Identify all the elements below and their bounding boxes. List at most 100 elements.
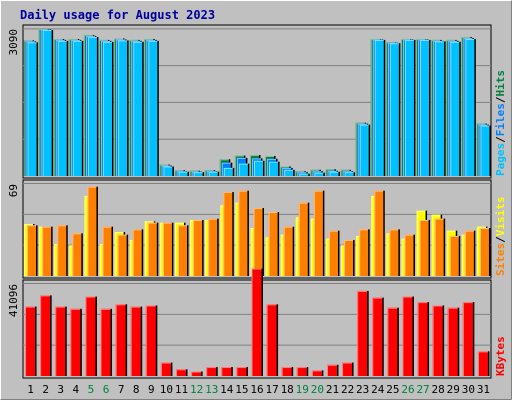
bar-sites-day-3-fill	[57, 225, 68, 276]
x-tick-label-17: 17	[265, 383, 278, 396]
bar-pages-day-29-fill	[450, 41, 461, 176]
bar-pages-day-21-fill	[329, 171, 340, 176]
bar-pages-day-4	[72, 40, 84, 176]
bar-pages-day-19-fill	[299, 173, 310, 176]
bar-sites-day-11	[178, 225, 189, 276]
bar-sites-day-31-fill	[479, 228, 490, 276]
bar-kbytes-day-10-shadow	[170, 362, 173, 376]
bar-pages-day-9-shadow	[157, 40, 159, 176]
bar-sites-day-12-fill	[193, 220, 204, 276]
bar-sites-day-25	[389, 229, 400, 276]
bar-pages-day-12-shadow	[202, 172, 205, 176]
bar-pages-day-26-shadow	[413, 39, 416, 177]
bar-sites-day-18-fill	[283, 226, 294, 276]
bar-pages-day-18-fill	[284, 169, 295, 176]
bar-pages-day-1-shadow	[36, 42, 39, 176]
bar-pages-day-9	[148, 40, 159, 176]
bar-pages-day-7-fill	[118, 40, 129, 176]
x-tick-label-24: 24	[371, 383, 385, 396]
bar-pages-day-27-fill	[420, 39, 431, 177]
bar-pages-day-23-fill	[359, 124, 370, 176]
x-tick-label-27: 27	[416, 383, 429, 396]
bar-kbytes-day-20-shadow	[321, 370, 324, 376]
bar-pages-day-26-fill	[404, 39, 415, 177]
x-tick-label-28: 28	[432, 383, 445, 396]
bar-pages-day-22-shadow	[353, 172, 356, 176]
bar-sites-day-5-shadow	[96, 186, 98, 276]
bar-kbytes-day-24-fill	[372, 297, 384, 376]
legend-entry: /	[494, 136, 507, 143]
bar-kbytes-day-6-shadow	[110, 308, 113, 376]
bar-kbytes-day-19-shadow	[306, 367, 309, 376]
bar-pages-day-11	[178, 171, 190, 176]
panel-3-legend: KBytes	[494, 336, 507, 376]
bar-sites-day-29-shadow	[458, 236, 461, 276]
bar-kbytes-day-16-shadow	[261, 268, 263, 376]
bar-sites-day-3-shadow	[66, 225, 68, 276]
bar-sites-day-7-shadow	[126, 234, 129, 276]
bar-kbytes-day-16-fill	[251, 268, 263, 376]
bar-sites-day-23-fill	[359, 229, 370, 276]
chart-title: Daily usage for August 2023	[20, 8, 215, 22]
bar-pages-day-19	[299, 173, 310, 176]
bar-pages-day-15-fill	[238, 163, 249, 176]
bar-sites-day-16-fill	[253, 208, 264, 276]
x-tick-label-8: 8	[133, 383, 140, 396]
bar-sites-day-9-shadow	[156, 222, 159, 276]
bar-sites-day-29	[449, 236, 461, 276]
bar-sites-day-21-shadow	[337, 230, 340, 276]
bar-kbytes-day-15-fill	[236, 367, 248, 376]
bar-pages-day-8	[133, 41, 144, 176]
bar-kbytes-day-30-shadow	[472, 302, 475, 376]
bar-pages-day-27	[420, 39, 431, 177]
bar-kbytes-day-29-fill	[447, 307, 459, 376]
bar-pages-day-26	[404, 39, 416, 177]
bar-pages-day-28	[435, 41, 446, 177]
bar-sites-day-6-shadow	[111, 226, 114, 276]
bar-sites-day-28-fill	[434, 218, 445, 276]
bar-sites-day-22-fill	[344, 240, 355, 276]
bar-pages-day-2-shadow	[51, 29, 54, 176]
x-tick-label-12: 12	[190, 383, 203, 396]
bar-pages-day-6-shadow	[112, 41, 114, 176]
bar-sites-day-9	[147, 222, 159, 276]
bar-pages-day-18	[284, 169, 295, 176]
bar-sites-day-24-shadow	[383, 190, 385, 276]
bar-sites-day-28-shadow	[443, 218, 446, 276]
bar-sites-day-8-shadow	[141, 229, 144, 276]
bar-sites-day-30-fill	[464, 230, 475, 276]
bar-pages-day-30-fill	[465, 38, 476, 176]
bar-pages-day-30-shadow	[474, 38, 476, 176]
x-tick-label-7: 7	[118, 383, 125, 396]
bar-sites-day-14	[223, 192, 234, 276]
bar-sites-day-2-fill	[42, 226, 53, 276]
x-tick-label-19: 19	[296, 383, 309, 396]
bar-kbytes-day-26-shadow	[412, 296, 414, 376]
x-tick-label-3: 3	[57, 383, 64, 396]
bar-pages-day-16-shadow	[263, 160, 265, 176]
bar-sites-day-21	[328, 230, 340, 276]
bar-sites-day-13	[208, 218, 219, 276]
bar-pages-day-17	[269, 161, 280, 176]
bar-kbytes-day-31	[477, 351, 490, 376]
bar-pages-day-15-shadow	[247, 163, 250, 176]
bar-pages-day-14	[223, 167, 235, 176]
legend-entry: KBytes	[494, 336, 507, 376]
bar-pages-day-5	[87, 37, 99, 177]
bar-sites-day-4-shadow	[81, 233, 83, 276]
legend-entry: Sites	[494, 243, 507, 276]
bar-pages-day-19-shadow	[308, 173, 310, 176]
bar-kbytes-day-23	[357, 290, 369, 376]
bar-kbytes-day-2-shadow	[50, 295, 52, 376]
bar-pages-day-30	[465, 38, 476, 176]
bar-kbytes-day-5-fill	[85, 296, 97, 376]
bar-kbytes-day-7-fill	[115, 304, 127, 376]
x-tick-label-9: 9	[148, 383, 155, 396]
bar-sites-day-10-shadow	[171, 222, 174, 276]
bar-pages-day-16	[254, 160, 265, 176]
x-tick-label-31: 31	[477, 383, 490, 396]
bar-sites-day-19	[298, 202, 310, 276]
bar-pages-day-3-shadow	[66, 40, 69, 176]
bar-sites-day-11-shadow	[187, 225, 189, 276]
